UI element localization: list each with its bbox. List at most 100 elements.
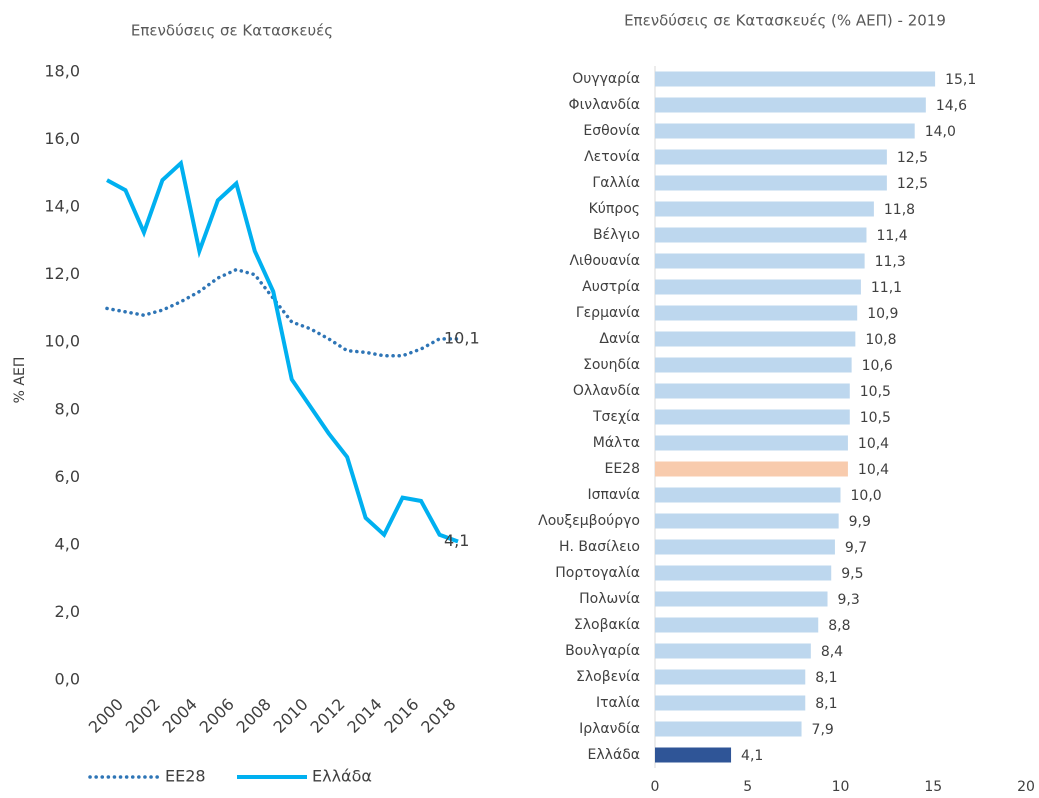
data-label: 12,5 — [897, 176, 928, 192]
data-label: 8,8 — [828, 618, 850, 634]
bar — [655, 357, 852, 373]
y-tick-label: Πολωνία — [579, 591, 640, 607]
y-tick-label: Λιθουανία — [569, 253, 640, 269]
x-tick-label: 5 — [743, 779, 752, 795]
bar — [655, 695, 806, 711]
data-label: 10,0 — [851, 488, 882, 504]
y-tick-label: Η. Βασίλειο — [559, 539, 640, 555]
y-tick-label: ΕΕ28 — [604, 461, 640, 477]
y-tick-label: Σουηδία — [583, 357, 640, 373]
x-tick-label: 2002 — [122, 695, 164, 737]
bar — [655, 175, 887, 191]
y-tick-label: Ιρλανδία — [579, 721, 640, 737]
x-tick-label: 2010 — [270, 695, 312, 737]
bar — [655, 97, 926, 113]
y-tick-label: Ολλανδία — [573, 383, 640, 399]
y-tick-label: 4,0 — [55, 534, 80, 553]
x-tick-label: 2012 — [306, 695, 348, 737]
bar — [655, 279, 861, 295]
y-tick-label: Φινλανδία — [569, 97, 640, 113]
y-tick-label: Βουλγαρία — [565, 643, 640, 659]
y-tick-label: Ιταλία — [596, 695, 640, 711]
x-tick-label: 2014 — [343, 695, 385, 737]
y-tick-label: Ισπανία — [588, 487, 640, 503]
x-tick-label: 0 — [651, 779, 660, 795]
bar — [655, 643, 811, 659]
x-tick-label: 15 — [924, 779, 942, 795]
x-tick-label: 2006 — [196, 695, 238, 737]
y-tick-label: Σλοβακία — [574, 617, 640, 633]
y-tick-label: Γαλλία — [592, 175, 640, 191]
data-label: 10,5 — [860, 384, 891, 400]
y-tick-label: Δανία — [599, 331, 640, 347]
x-tick-label: 2000 — [85, 695, 127, 737]
x-tick-label: 2016 — [380, 695, 422, 737]
bar — [655, 253, 865, 269]
x-tick-label: 2004 — [159, 695, 201, 737]
data-label: 9,9 — [849, 514, 871, 530]
line — [106, 159, 459, 544]
data-label: 11,1 — [871, 280, 902, 296]
bar — [655, 513, 839, 529]
data-label: 10,6 — [862, 358, 893, 374]
y-tick-label: 6,0 — [55, 467, 80, 486]
data-label: 8,1 — [815, 670, 837, 686]
y-tick-label: Τσεχία — [592, 409, 640, 425]
bar — [655, 71, 936, 87]
y-tick-label: 12,0 — [44, 264, 80, 283]
bar — [655, 383, 850, 399]
bar — [655, 487, 841, 503]
x-tick-label: 2018 — [417, 695, 459, 737]
y-tick-label: Εσθονία — [583, 123, 640, 139]
bar — [655, 305, 858, 321]
y-axis-label: % ΑΕΠ — [12, 357, 28, 404]
data-label: 7,9 — [812, 722, 834, 738]
y-tick-label: 8,0 — [55, 399, 80, 418]
data-label: 4,1 — [741, 748, 763, 764]
data-label: 8,4 — [821, 644, 843, 660]
data-label: 15,1 — [945, 72, 976, 88]
y-tick-label: 16,0 — [44, 129, 80, 148]
legend-label: EE28 — [165, 767, 206, 786]
data-label: 10,4 — [858, 436, 889, 452]
bar — [655, 591, 828, 607]
y-tick-label: Πορτογαλία — [555, 565, 640, 581]
bar — [655, 565, 832, 581]
y-tick-label: Γερμανία — [576, 305, 640, 321]
y-tick-label: 0,0 — [55, 670, 80, 689]
bar — [655, 201, 874, 217]
bar — [655, 227, 867, 243]
bar — [655, 435, 848, 451]
y-tick-label: Λουξεμβούργο — [538, 513, 640, 529]
x-tick-label: 20 — [1017, 779, 1035, 795]
legend-label: Ελλάδα — [312, 767, 372, 786]
bar — [655, 409, 850, 425]
data-label: 11,4 — [876, 228, 907, 244]
y-tick-label: 2,0 — [55, 602, 80, 621]
y-tick-label: 18,0 — [44, 62, 80, 81]
y-tick-label: Σλοβενία — [576, 669, 640, 685]
data-label: 14,6 — [936, 98, 967, 114]
bar — [655, 669, 806, 685]
data-label: 12,5 — [897, 150, 928, 166]
bar — [655, 721, 802, 737]
bar — [655, 617, 819, 633]
data-label: 10,9 — [867, 306, 898, 322]
data-label: 10,5 — [860, 410, 891, 426]
y-tick-label: Ουγγαρία — [572, 71, 640, 87]
bar — [655, 149, 887, 165]
data-label: 11,8 — [884, 202, 915, 218]
data-label: 10,4 — [858, 462, 889, 478]
y-tick-label: Αυστρία — [582, 279, 640, 295]
bar — [655, 461, 848, 477]
y-tick-label: Ελλάδα — [588, 747, 640, 763]
line — [105, 267, 460, 358]
y-tick-label: Λετονία — [584, 149, 640, 165]
data-label: 8,1 — [815, 696, 837, 712]
chart-title: Επενδύσεις σε Κατασκευές — [131, 22, 333, 40]
chart-title: Επενδύσεις σε Κατασκευές (% ΑΕΠ) - 2019 — [624, 12, 946, 30]
x-tick-label: 2008 — [233, 695, 275, 737]
data-label: 10,1 — [444, 328, 480, 347]
data-label: 9,5 — [841, 566, 863, 582]
